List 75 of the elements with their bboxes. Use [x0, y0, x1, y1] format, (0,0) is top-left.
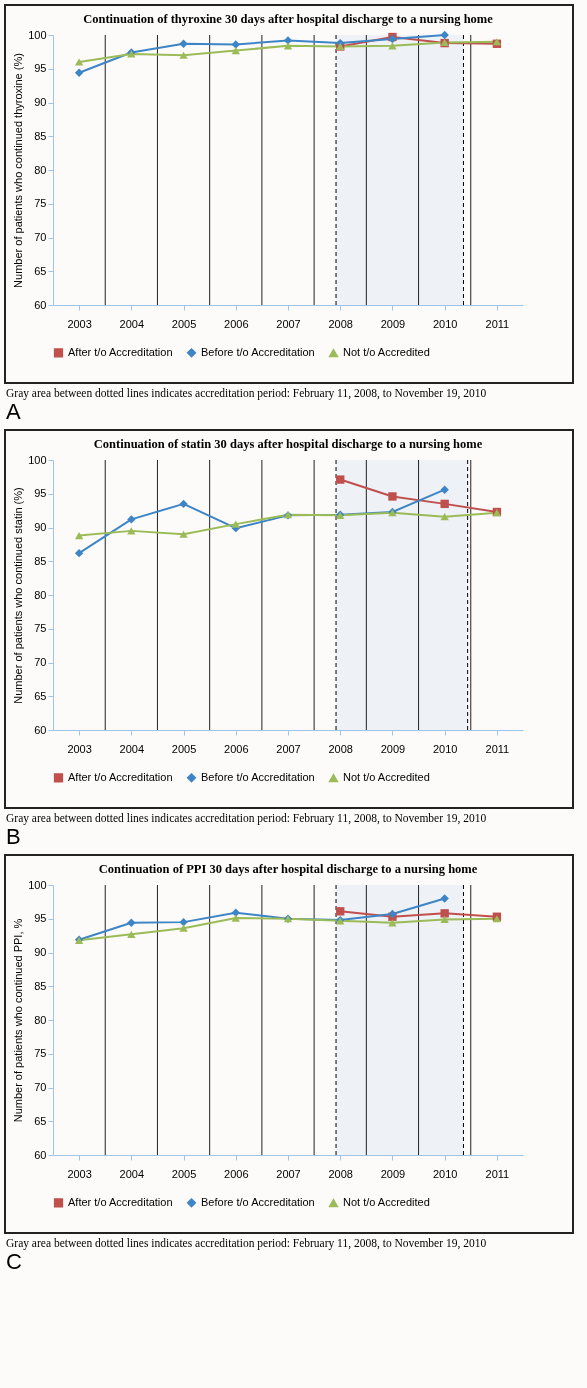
y-tick-label: 70: [34, 231, 47, 243]
legend-label: After t/o Accreditation: [68, 1195, 173, 1208]
chart-title: Continuation of PPI 30 days after hospital discharge to a nursing home: [98, 861, 478, 876]
text: Gray area between dotted lines indicates accreditation period: February 11, 2008, to November 19, 2010: [6, 387, 488, 399]
y-tick-label: 70: [34, 1081, 47, 1093]
x-tick-label: 2004: [119, 742, 145, 755]
x-tick-label: 2004: [119, 317, 145, 330]
x-tick-label: 2008: [328, 317, 353, 330]
legend-label: Not t/o Accredited: [343, 771, 430, 784]
legend-label: After t/o Accreditation: [68, 770, 173, 783]
y-tick-label: 60: [34, 298, 47, 311]
y-tick-label: 100: [28, 453, 47, 466]
legend-label: Before t/o Accreditation: [201, 345, 315, 358]
y-tick-label: 70: [34, 656, 47, 668]
x-tick-label: 2004: [119, 1167, 145, 1180]
x-tick-label: 2005: [171, 1167, 197, 1180]
y-tick-label: 75: [34, 622, 47, 635]
chart-title: Continuation of thyroxine 30 days after hospital discharge to a nursing home: [83, 11, 494, 26]
text: Gray area between dotted lines indicates accreditation period: February 11, 2008, to November 19, 2010: [6, 812, 488, 824]
x-tick-label: 2010: [432, 742, 458, 755]
y-tick-label: 75: [34, 197, 47, 210]
legend-label: Not t/o Accredited: [343, 346, 430, 359]
y-tick-label: 65: [34, 689, 47, 702]
y-tick-label: 90: [34, 946, 47, 958]
x-tick-label: 2003: [67, 317, 92, 330]
x-tick-label: 2011: [485, 742, 510, 755]
x-tick-label: 2008: [328, 742, 353, 755]
x-tick-label: 2008: [328, 1167, 353, 1180]
y-tick-label: 95: [34, 487, 47, 500]
x-tick-label: 2011: [485, 317, 510, 330]
y-tick-label: 80: [34, 163, 47, 176]
x-tick-label: 2006: [224, 1167, 249, 1180]
y-tick-label: 100: [28, 878, 47, 891]
x-tick-label: 2005: [171, 742, 197, 755]
y-tick-label: 100: [28, 28, 47, 41]
x-tick-label: 2009: [380, 1167, 406, 1180]
y-tick-label: 80: [34, 588, 47, 601]
y-tick-label: 85: [34, 129, 47, 142]
y-tick-label: 95: [34, 912, 47, 925]
y-tick-label: 90: [34, 521, 47, 533]
legend-label: After t/o Accreditation: [68, 345, 173, 358]
legend-label: Before t/o Accreditation: [201, 1195, 315, 1208]
x-tick-label: 2009: [380, 742, 406, 755]
y-tick-label: 85: [34, 554, 47, 567]
x-tick-label: 2010: [432, 317, 458, 330]
x-tick-label: 2011: [485, 1167, 510, 1180]
x-tick-label: 2003: [67, 1167, 92, 1180]
x-tick-label: 2009: [380, 317, 406, 330]
y-tick-label: 60: [34, 1148, 47, 1161]
y-tick-label: 75: [34, 1047, 47, 1060]
text: C: [6, 1249, 22, 1275]
x-tick-label: 2007: [276, 317, 301, 330]
legend-label: Before t/o Accreditation: [201, 770, 315, 783]
y-tick-label: 65: [34, 1114, 47, 1127]
y-tick-label: 80: [34, 1013, 47, 1026]
x-tick-label: 2007: [276, 1167, 301, 1180]
legend-label: Not t/o Accredited: [343, 1196, 430, 1209]
x-tick-label: 2006: [224, 742, 249, 755]
y-tick-label: 90: [34, 96, 47, 108]
y-tick-label: 85: [34, 979, 47, 992]
y-axis-title: Number of patients who continued thyroxine (%): [12, 53, 25, 288]
y-tick-label: 95: [34, 62, 47, 75]
y-tick-label: 60: [34, 723, 47, 736]
x-tick-label: 2010: [432, 1167, 458, 1180]
x-tick-label: 2007: [276, 742, 301, 755]
text: Gray area between dotted lines indicates accreditation period: February 11, 2008, to November 19, 2010: [6, 1237, 488, 1249]
y-tick-label: 65: [34, 264, 47, 277]
text: B: [6, 824, 21, 850]
y-axis-title: Number of patients who continued statin (%): [12, 487, 25, 704]
chart-title: Continuation of statin 30 days after hospital discharge to a nursing home: [93, 436, 483, 451]
x-tick-label: 2006: [224, 317, 249, 330]
x-tick-label: 2003: [67, 742, 92, 755]
text: A: [6, 399, 21, 425]
x-tick-label: 2005: [171, 317, 197, 330]
y-axis-title: Number of patients who continued PPI, %: [12, 918, 25, 1123]
